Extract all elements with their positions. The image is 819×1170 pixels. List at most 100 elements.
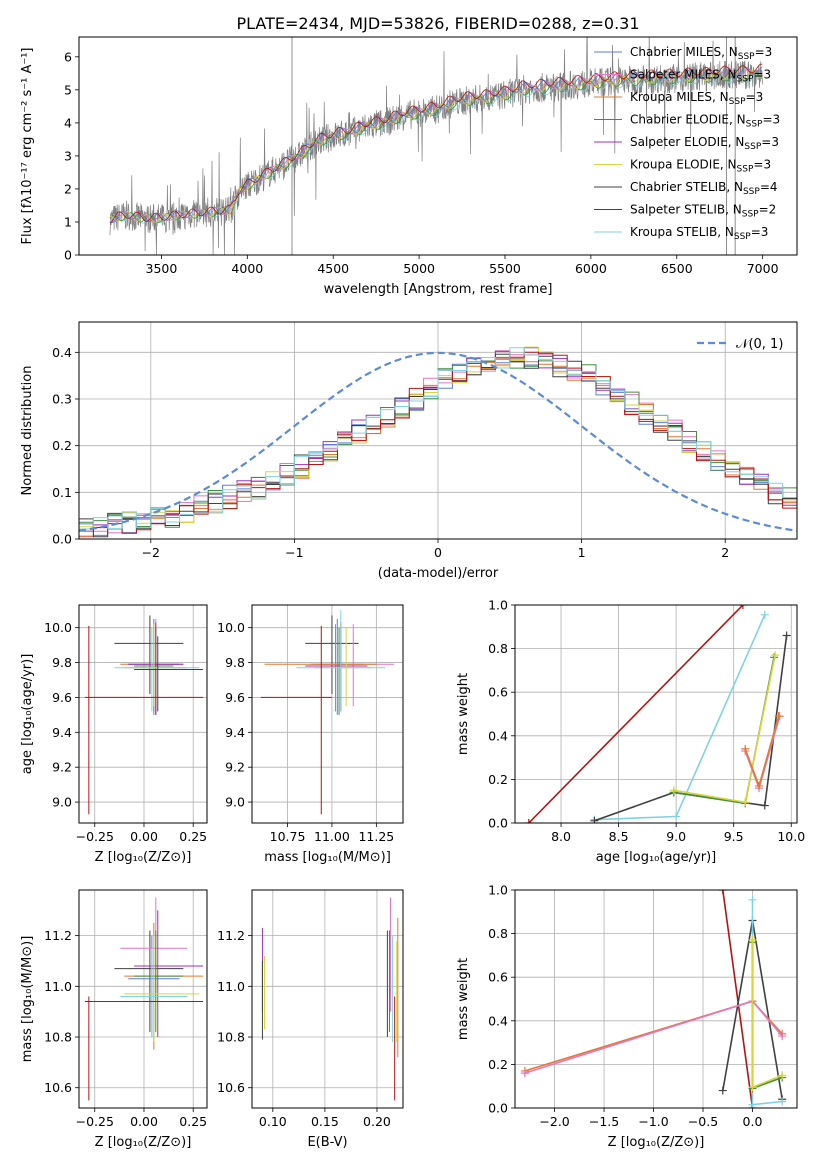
grid — [79, 322, 797, 540]
chart-mass_weight_vs_Z: −2.0 −1.5 −1.0 −0.5 0.0 0.0 0.2 0.4 0.6 0.8 1.0 Z [… — [456, 883, 798, 1150]
x-tick-label: −0.25 — [76, 1114, 114, 1129]
x-tick-label: 6500 — [661, 261, 693, 276]
y-tick-label: 11.2 — [217, 928, 245, 943]
legend: Chabrier MILES, NSSP=3 Salpeter MILES, NS… — [594, 45, 780, 242]
legend-label: Kroupa ELODIE, NSSP=3 — [630, 158, 771, 175]
x-tick-label: 0 — [434, 545, 442, 560]
weight-marker — [771, 651, 780, 660]
x-tick-label: 6000 — [575, 261, 607, 276]
y-tick-label: 0.2 — [52, 438, 72, 453]
weight-marker — [778, 1071, 787, 1080]
grid — [252, 605, 403, 823]
figure-title: PLATE=2434, MJD=53826, FIBERID=0288, z=0… — [236, 14, 639, 33]
chart-spectrum: 3500 4000 4500 5000 5500 6000 6500 7000 0 1 2 3 4 5 6 w… — [20, 36, 798, 297]
model-line-salpeter_stelib — [109, 63, 763, 224]
chart-age_vs_mass: 10.75 11.00 11.25 9.0 9.2 9.4 9.6 9.8 10.0 mass [… — [217, 604, 404, 865]
y-tick-label: 9.6 — [52, 690, 72, 705]
grid — [515, 889, 797, 1109]
x-tick-label: −2 — [142, 545, 160, 560]
weight-marker — [718, 890, 727, 894]
y-tick-label: 9.0 — [52, 795, 72, 810]
weight-marker — [755, 781, 764, 790]
weight-marker — [748, 1100, 757, 1108]
axes-frame — [78, 889, 208, 1109]
y-tick-label: 0.6 — [488, 970, 508, 985]
x-axis-label: Z [log₁₀(Z/Z⊙)] — [608, 1135, 705, 1150]
x-tick-label: 10.0 — [777, 829, 805, 844]
chart-mass_vs_Z: −0.25 0.00 0.25 10.6 10.8 11.0 11.2 Z [log₁₀(Z/… — [20, 889, 208, 1150]
y-axis-label: mass weight — [456, 958, 471, 1040]
y-tick-label: 0.6 — [488, 685, 508, 700]
y-tick-label: 0.4 — [488, 1013, 508, 1028]
x-axis-label: mass [log₁₀(M/M⊙)] — [264, 850, 391, 865]
histogram-kroupa_stelib — [79, 347, 797, 530]
legend-label: Chabrier MILES, NSSP=3 — [630, 45, 772, 62]
weight-line-salpeter_stelib — [722, 890, 754, 1108]
axes-frame — [78, 36, 798, 256]
legend-label: 𝒩(0, 1) — [736, 337, 783, 352]
chart-residuals: −2 −1 0 1 2 0.0 0.1 0.2 0.3 0.4 (data-model)/error… — [20, 321, 798, 581]
plot-area — [261, 897, 399, 1101]
x-tick-label: 0.00 — [130, 829, 158, 844]
y-tick-label: 9.4 — [52, 725, 72, 740]
legend-label: Kroupa MILES, NSSP=3 — [630, 90, 763, 107]
chart-mass_weight_vs_age: 8.0 8.5 9.0 9.5 10.0 0.0 0.2 0.4 0.6 0.8 1.0 age [l… — [456, 598, 805, 866]
y-tick-label: 10.0 — [44, 620, 72, 635]
weight-marker — [748, 1083, 757, 1092]
y-axis-label: mass weight — [456, 673, 471, 755]
y-tick-label: 0.8 — [488, 641, 508, 656]
y-axis-label: Flux [fλ10⁻¹⁷ erg cm⁻² s⁻¹ A⁻¹] — [20, 48, 35, 245]
plot-area — [260, 610, 395, 815]
legend-label: Kroupa STELIB, NSSP=3 — [630, 225, 768, 242]
x-tick-label: 0.0 — [743, 1114, 763, 1129]
legend-label: Chabrier STELIB, NSSP=4 — [630, 180, 778, 197]
x-axis-label: E(B-V) — [307, 1135, 347, 1150]
x-axis-label: age [log₁₀(age/yr)] — [596, 850, 717, 865]
x-tick-label: −0.5 — [688, 1114, 718, 1129]
weight-marker — [524, 819, 533, 823]
x-tick-label: 11.00 — [314, 829, 350, 844]
plot-area — [520, 890, 787, 1108]
x-axis-label: wavelength [Angstrom, rest frame] — [324, 282, 553, 297]
plot-area — [524, 605, 791, 823]
x-tick-label: 8.0 — [551, 829, 571, 844]
y-axis-label: mass [log₁₀(M/M⊙)] — [20, 936, 35, 1063]
y-tick-label: 10.6 — [44, 1080, 72, 1095]
x-tick-label: −1.0 — [638, 1114, 668, 1129]
chart-age_vs_Z: −0.25 0.00 0.25 9.0 9.2 9.4 9.6 9.8 10.0 Z [log₁₀… — [20, 604, 208, 865]
x-tick-label: 0.00 — [130, 1114, 158, 1129]
grid — [79, 890, 207, 1108]
grid — [252, 890, 403, 1108]
x-axis-label: (data-model)/error — [378, 566, 499, 581]
axes-frame — [78, 321, 798, 540]
y-tick-label: 11.2 — [44, 928, 72, 943]
normal-curve — [79, 351, 797, 532]
x-tick-label: −0.25 — [76, 829, 114, 844]
y-tick-label: 0 — [64, 248, 72, 263]
y-tick-label: 0.2 — [488, 1057, 508, 1072]
x-tick-label: 11.25 — [358, 829, 394, 844]
plot-area — [79, 346, 797, 538]
y-tick-label: 10.8 — [44, 1030, 72, 1045]
weight-marker — [590, 816, 599, 823]
weight-marker — [748, 895, 757, 904]
weight-line-chabrier_elodie — [673, 657, 775, 805]
weight-marker — [738, 605, 747, 609]
x-tick-label: 8.5 — [609, 829, 629, 844]
x-tick-label: −1 — [285, 545, 303, 560]
y-axis-label: Normed distribution — [20, 366, 35, 496]
y-tick-label: 10.6 — [217, 1080, 245, 1095]
weight-marker — [718, 1086, 727, 1095]
y-tick-label: 1 — [64, 214, 72, 229]
y-tick-label: 1.0 — [488, 883, 508, 898]
y-tick-label: 9.2 — [225, 760, 245, 775]
y-axis-label: age [log₁₀(age/yr)] — [20, 654, 35, 775]
weight-marker — [672, 812, 681, 821]
weight-marker — [741, 798, 750, 807]
x-tick-label: 0.25 — [179, 1114, 207, 1129]
legend-label: Salpeter STELIB, NSSP=2 — [630, 203, 776, 220]
plot-area — [84, 897, 204, 1101]
y-tick-label: 0.0 — [52, 532, 72, 547]
axes-frame — [78, 604, 208, 824]
x-tick-label: −1.5 — [589, 1114, 619, 1129]
